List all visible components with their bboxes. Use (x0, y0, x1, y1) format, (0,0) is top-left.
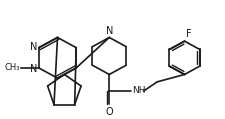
Text: CH₃: CH₃ (5, 64, 20, 72)
Text: N: N (105, 26, 112, 36)
Text: NH: NH (131, 86, 145, 95)
Text: N: N (29, 64, 37, 74)
Text: F: F (186, 29, 191, 39)
Text: O: O (105, 107, 112, 117)
Text: N: N (29, 42, 37, 52)
